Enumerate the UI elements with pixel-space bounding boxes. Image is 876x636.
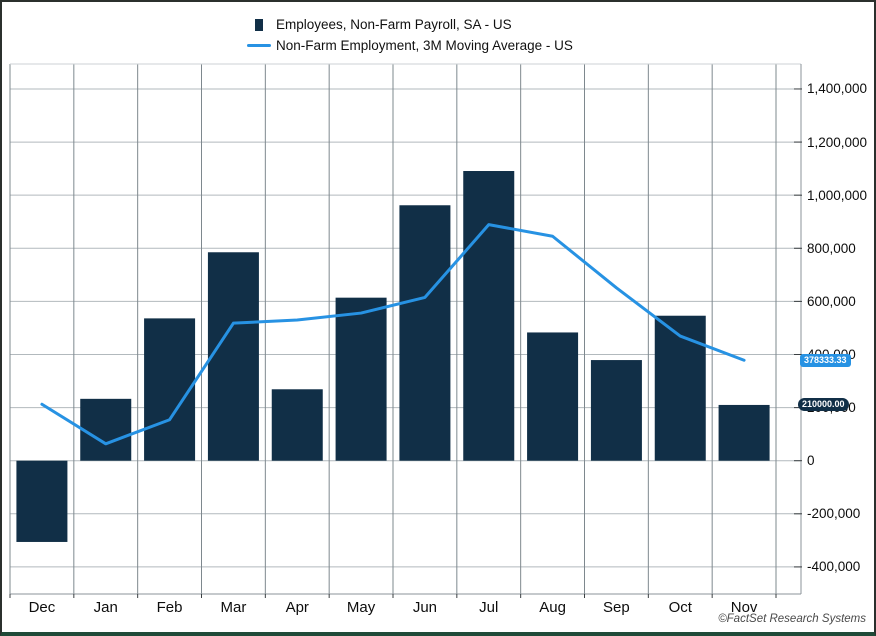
y-axis-label: 1,200,000 bbox=[807, 134, 868, 150]
copyright-label: ©FactSet Research Systems bbox=[718, 613, 866, 625]
x-axis-label: Dec bbox=[28, 599, 56, 616]
y-axis-label: -400,000 bbox=[807, 559, 861, 575]
y-axis-label: 1,000,000 bbox=[807, 187, 868, 203]
chart-legend: Employees, Non-Farm Payroll, SA - US Non… bbox=[244, 14, 573, 56]
line-series-swatch-icon bbox=[247, 44, 271, 47]
x-axis-label: Aug bbox=[539, 599, 566, 616]
bar bbox=[718, 404, 770, 461]
bar bbox=[271, 389, 323, 461]
moving-average-line bbox=[40, 223, 746, 446]
bar bbox=[335, 297, 387, 461]
line-value-badge: 378333.33 bbox=[800, 353, 851, 367]
bar bbox=[16, 460, 68, 542]
x-axis-label: Jul bbox=[479, 599, 499, 616]
bar bbox=[654, 315, 706, 461]
legend-item-line: Non-Farm Employment, 3M Moving Average -… bbox=[244, 35, 573, 56]
bar bbox=[590, 360, 642, 461]
bar bbox=[80, 398, 132, 461]
bar bbox=[207, 252, 259, 461]
bar bbox=[463, 171, 515, 461]
legend-label-bars: Employees, Non-Farm Payroll, SA - US bbox=[276, 17, 512, 32]
x-axis-label: Sep bbox=[603, 599, 630, 616]
y-axis-label: 1,400,000 bbox=[807, 81, 868, 97]
x-axis-label: Nov bbox=[730, 599, 758, 616]
x-axis-label: May bbox=[346, 599, 376, 616]
y-axis-label: 800,000 bbox=[807, 240, 856, 256]
y-axis-label: 0 bbox=[807, 453, 815, 469]
x-axis-label: Oct bbox=[668, 599, 692, 616]
bar bbox=[399, 205, 451, 461]
bar-series-swatch-icon bbox=[255, 18, 263, 31]
legend-label-line: Non-Farm Employment, 3M Moving Average -… bbox=[276, 38, 573, 53]
y-axis-label: -200,000 bbox=[807, 506, 861, 522]
bar-value-badge: 210000.00 bbox=[798, 398, 849, 412]
legend-item-bars: Employees, Non-Farm Payroll, SA - US bbox=[244, 14, 573, 35]
bar bbox=[144, 318, 196, 461]
x-axis-label: Jun bbox=[412, 599, 437, 616]
y-axis-label: 600,000 bbox=[807, 293, 856, 309]
x-axis-label: Apr bbox=[285, 599, 309, 616]
x-axis-label: Feb bbox=[156, 599, 183, 616]
bar bbox=[527, 332, 579, 461]
x-axis-label: Mar bbox=[220, 599, 247, 616]
x-axis-label: Jan bbox=[93, 599, 118, 616]
